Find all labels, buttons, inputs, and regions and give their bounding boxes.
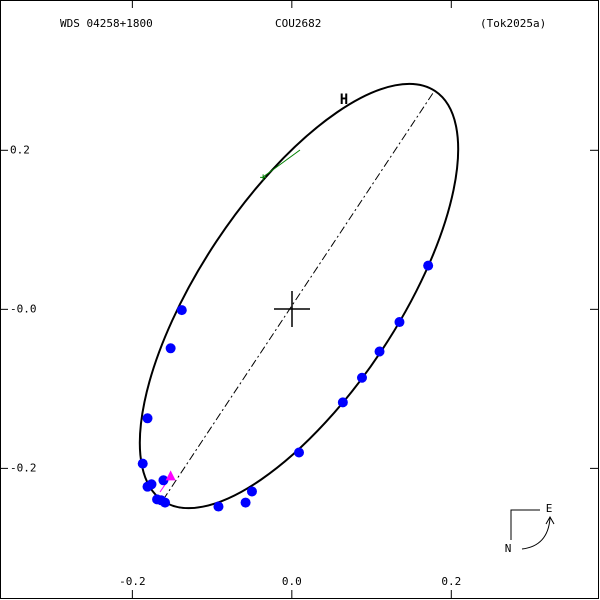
observation	[146, 479, 157, 490]
observation	[165, 470, 176, 481]
y-tick-label: -0.2	[10, 461, 37, 474]
header-center: COU2682	[275, 17, 321, 30]
line-of-apsides	[162, 89, 436, 501]
observation	[142, 413, 153, 424]
observation	[246, 486, 257, 497]
header-left: WDS 04258+1800	[60, 17, 153, 30]
observation	[213, 501, 224, 512]
compass-arrow	[521, 517, 551, 550]
compass-east: E	[546, 502, 553, 515]
observation	[423, 260, 434, 271]
y-tick-label: -0.0	[10, 302, 37, 315]
observation	[337, 397, 348, 408]
header-right: (Tok2025a)	[480, 17, 546, 30]
observation	[240, 497, 251, 508]
compass	[510, 509, 540, 540]
observation	[165, 343, 176, 354]
observation	[294, 447, 304, 458]
y-tick-label: 0.2	[10, 143, 30, 156]
x-tick-label: 0.2	[441, 575, 461, 588]
compass-north: N	[505, 542, 512, 555]
observation	[356, 372, 367, 383]
observation	[160, 497, 171, 508]
observation	[158, 475, 169, 486]
observation	[176, 305, 187, 316]
observation	[260, 174, 267, 181]
x-tick-label: -0.2	[119, 575, 146, 588]
observation	[137, 458, 148, 469]
x-tick-label: 0.0	[282, 575, 302, 588]
observation	[394, 317, 405, 328]
orbit	[138, 82, 460, 510]
compass-arrow	[545, 515, 555, 525]
periastron-label: H	[340, 92, 348, 108]
observation	[374, 346, 385, 357]
residual-line	[262, 149, 301, 178]
